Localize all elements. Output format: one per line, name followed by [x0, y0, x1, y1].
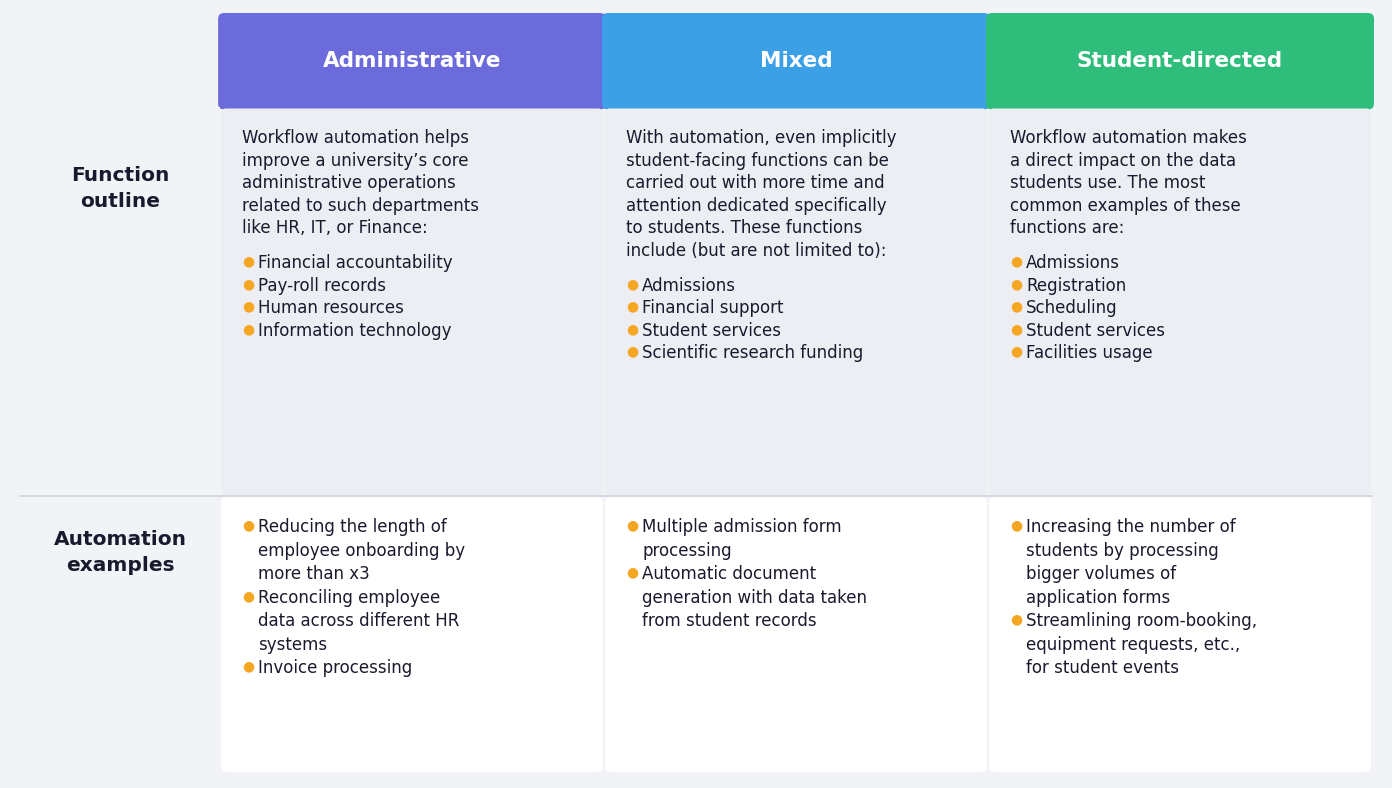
Text: systems: systems: [258, 636, 327, 654]
Text: from student records: from student records: [642, 612, 817, 630]
Text: ●: ●: [242, 589, 255, 603]
Text: ●: ●: [626, 299, 638, 314]
Text: application forms: application forms: [1026, 589, 1171, 607]
Text: carried out with more time and: carried out with more time and: [626, 174, 885, 192]
Text: Invoice processing: Invoice processing: [258, 660, 412, 678]
Text: Financial accountability: Financial accountability: [258, 255, 452, 273]
Text: data across different HR: data across different HR: [258, 612, 459, 630]
Text: ●: ●: [242, 519, 255, 533]
Text: ●: ●: [626, 565, 638, 579]
Text: Facilities usage: Facilities usage: [1026, 344, 1153, 362]
Text: Scheduling: Scheduling: [1026, 299, 1118, 318]
FancyBboxPatch shape: [606, 109, 987, 496]
Text: Multiple admission form: Multiple admission form: [642, 519, 842, 537]
FancyBboxPatch shape: [19, 107, 220, 496]
Text: Workflow automation helps: Workflow automation helps: [242, 129, 469, 147]
Text: ●: ●: [1011, 612, 1022, 626]
Text: Financial support: Financial support: [642, 299, 784, 318]
Text: ●: ●: [1011, 519, 1022, 533]
Text: Increasing the number of: Increasing the number of: [1026, 519, 1236, 537]
Text: Student services: Student services: [1026, 322, 1165, 340]
Text: like HR, IT, or Finance:: like HR, IT, or Finance:: [242, 220, 427, 237]
Text: Workflow automation makes: Workflow automation makes: [1011, 129, 1247, 147]
Text: Student-directed: Student-directed: [1077, 51, 1283, 71]
Text: ●: ●: [1011, 277, 1022, 291]
Text: Automation
examples: Automation examples: [53, 530, 187, 575]
Text: processing: processing: [642, 542, 732, 559]
Text: Administrative: Administrative: [323, 51, 501, 71]
Text: Registration: Registration: [1026, 277, 1126, 295]
Text: ●: ●: [242, 299, 255, 314]
Text: ●: ●: [1011, 322, 1022, 336]
FancyBboxPatch shape: [990, 497, 1371, 772]
Text: Admissions: Admissions: [1026, 255, 1121, 273]
FancyBboxPatch shape: [603, 13, 990, 110]
Text: bigger volumes of: bigger volumes of: [1026, 565, 1176, 583]
FancyBboxPatch shape: [221, 497, 603, 772]
Text: Admissions: Admissions: [642, 277, 736, 295]
Text: Function
outline: Function outline: [71, 165, 170, 211]
FancyBboxPatch shape: [19, 15, 220, 107]
Text: generation with data taken: generation with data taken: [642, 589, 867, 607]
Text: Reducing the length of: Reducing the length of: [258, 519, 447, 537]
FancyBboxPatch shape: [219, 13, 606, 110]
Text: ●: ●: [1011, 255, 1022, 269]
FancyBboxPatch shape: [221, 109, 603, 496]
Text: student-facing functions can be: student-facing functions can be: [626, 152, 889, 170]
Text: Streamlining room-booking,: Streamlining room-booking,: [1026, 612, 1257, 630]
FancyBboxPatch shape: [19, 496, 220, 773]
Text: related to such departments: related to such departments: [242, 197, 479, 215]
Text: ●: ●: [626, 519, 638, 533]
Text: Automatic document: Automatic document: [642, 565, 816, 583]
Text: employee onboarding by: employee onboarding by: [258, 542, 465, 559]
Text: for student events: for student events: [1026, 660, 1179, 678]
Text: Reconciling employee: Reconciling employee: [258, 589, 440, 607]
Text: ●: ●: [242, 277, 255, 291]
Text: to students. These functions: to students. These functions: [626, 220, 863, 237]
Text: attention dedicated specifically: attention dedicated specifically: [626, 197, 887, 215]
Text: administrative operations: administrative operations: [242, 174, 455, 192]
Text: Student services: Student services: [642, 322, 781, 340]
Text: ●: ●: [626, 344, 638, 359]
FancyBboxPatch shape: [986, 13, 1374, 110]
FancyBboxPatch shape: [990, 109, 1371, 496]
Text: a direct impact on the data: a direct impact on the data: [1011, 152, 1236, 170]
Text: Mixed: Mixed: [760, 51, 832, 71]
Text: Scientific research funding: Scientific research funding: [642, 344, 863, 362]
Text: improve a university’s core: improve a university’s core: [242, 152, 469, 170]
Text: ●: ●: [1011, 299, 1022, 314]
Text: students by processing: students by processing: [1026, 542, 1219, 559]
Text: ●: ●: [242, 660, 255, 673]
Text: ●: ●: [1011, 344, 1022, 359]
Text: ●: ●: [242, 322, 255, 336]
Text: Pay-roll records: Pay-roll records: [258, 277, 386, 295]
Text: include (but are not limited to):: include (but are not limited to):: [626, 242, 887, 260]
FancyBboxPatch shape: [606, 497, 987, 772]
Text: ●: ●: [626, 277, 638, 291]
Text: more than x3: more than x3: [258, 565, 370, 583]
Text: ●: ●: [242, 255, 255, 269]
Text: functions are:: functions are:: [1011, 220, 1125, 237]
Text: ●: ●: [626, 322, 638, 336]
Text: equipment requests, etc.,: equipment requests, etc.,: [1026, 636, 1240, 654]
Text: common examples of these: common examples of these: [1011, 197, 1240, 215]
Text: With automation, even implicitly: With automation, even implicitly: [626, 129, 896, 147]
Text: Information technology: Information technology: [258, 322, 451, 340]
Text: students use. The most: students use. The most: [1011, 174, 1205, 192]
Text: Human resources: Human resources: [258, 299, 404, 318]
